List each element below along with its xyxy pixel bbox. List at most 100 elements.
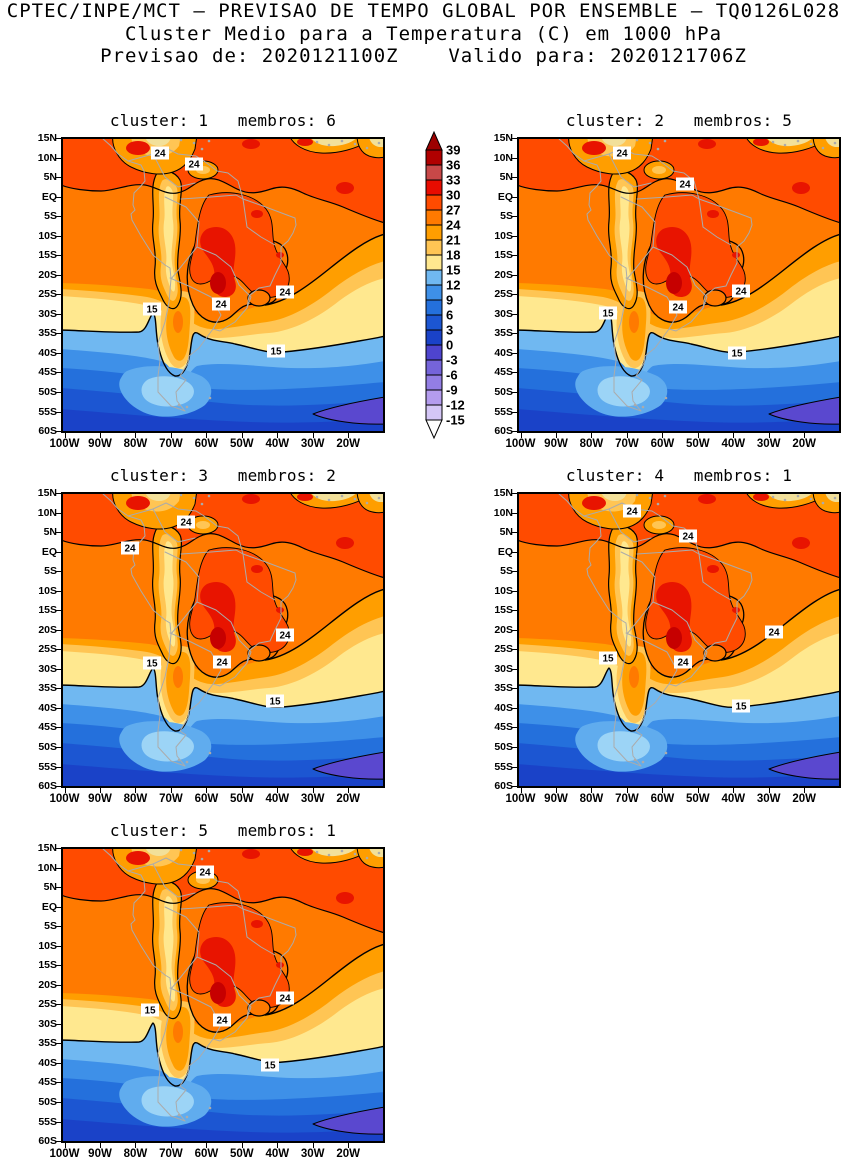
axis-tick bbox=[56, 1062, 61, 1064]
lat-label: 35S bbox=[38, 327, 57, 340]
lon-label: 70W bbox=[615, 438, 639, 450]
axis-tick bbox=[56, 493, 61, 494]
colorbar-label: 33 bbox=[446, 173, 460, 188]
lat-label: 30S bbox=[494, 307, 513, 320]
cluster-panel-5: cluster: 5 membros: 1 24 15 24 24 15 15N 10N 5N E… bbox=[25, 817, 393, 1157]
axis-tick bbox=[512, 431, 517, 433]
colorbar-segment bbox=[425, 149, 443, 166]
lat-label: 15N bbox=[37, 842, 57, 854]
contour-label: 24 bbox=[216, 658, 228, 669]
lon-label: 20W bbox=[336, 793, 361, 805]
lat-label: EQ bbox=[41, 190, 57, 203]
axis-tick bbox=[56, 138, 61, 139]
axis-tick bbox=[241, 1143, 243, 1148]
lon-label: 90W bbox=[88, 438, 112, 450]
colorbar-label: -12 bbox=[446, 398, 465, 413]
cluster-panel-1: cluster: 1 membros: 6 24 24 15 24 24 15 15N 10N 5… bbox=[25, 107, 393, 457]
axis-tick bbox=[768, 433, 770, 438]
axis-tick bbox=[733, 433, 735, 438]
colorbar-label: -3 bbox=[446, 353, 458, 368]
axis-tick bbox=[56, 786, 61, 788]
axis-tick bbox=[56, 157, 61, 159]
lat-label: 35S bbox=[494, 327, 513, 340]
contour-label: 15 bbox=[602, 309, 614, 320]
lat-label: 15N bbox=[37, 132, 57, 144]
axis-tick bbox=[56, 727, 61, 729]
axis-tick bbox=[56, 887, 61, 889]
lat-label: EQ bbox=[497, 190, 513, 203]
lon-label: 40W bbox=[265, 793, 290, 805]
axis-tick bbox=[56, 571, 61, 573]
lon-label: 20W bbox=[792, 438, 817, 450]
axis-tick bbox=[591, 788, 593, 793]
lon-label: 70W bbox=[159, 1148, 183, 1157]
lat-label: 25S bbox=[38, 288, 57, 301]
axis-tick bbox=[733, 788, 735, 793]
lon-label: 30W bbox=[300, 438, 325, 450]
lat-label: 30S bbox=[38, 662, 57, 675]
lon-label: 80W bbox=[579, 438, 604, 450]
axis-tick bbox=[512, 411, 517, 413]
lon-label: 30W bbox=[300, 793, 325, 805]
lon-label: 30W bbox=[756, 793, 781, 805]
temperature-map: 24 24 15 24 24 15 bbox=[517, 137, 841, 433]
contour-label-box bbox=[196, 865, 214, 879]
colorbar-label: -6 bbox=[446, 368, 458, 383]
lat-label: 45S bbox=[38, 721, 57, 734]
lat-label: 10S bbox=[38, 939, 57, 952]
axis-tick bbox=[512, 707, 517, 709]
lon-label: 40W bbox=[721, 438, 746, 450]
lon-label: 90W bbox=[88, 793, 112, 805]
lat-label: 10N bbox=[493, 506, 513, 519]
axis-tick bbox=[56, 688, 61, 690]
page-subtitle: Cluster Medio para a Temperatura (C) em … bbox=[124, 23, 723, 45]
cluster-panel-2: cluster: 2 membros: 5 24 24 15 24 24 15 15N 10N 5… bbox=[481, 107, 847, 457]
colorbar-segment bbox=[425, 254, 443, 271]
lat-label: 15N bbox=[493, 487, 513, 499]
contour-label-box bbox=[143, 302, 161, 316]
contour-label-box bbox=[185, 157, 203, 171]
lat-label: 40S bbox=[494, 701, 513, 714]
contour-label-box bbox=[121, 541, 139, 555]
contour-label-box bbox=[151, 146, 169, 160]
lat-label: 15S bbox=[494, 604, 513, 617]
axis-tick bbox=[804, 433, 806, 438]
axis-tick bbox=[56, 431, 61, 433]
contour-label-box bbox=[732, 284, 750, 298]
contour-label-box bbox=[599, 306, 617, 320]
axis-tick bbox=[56, 848, 61, 849]
axis-tick bbox=[556, 433, 557, 438]
contour-label: 24 bbox=[677, 658, 689, 669]
axis-tick bbox=[662, 433, 664, 438]
colorbar-label: 39 bbox=[446, 143, 460, 158]
axis-tick bbox=[56, 707, 61, 709]
lat-label: 5N bbox=[43, 171, 57, 184]
axis-tick bbox=[312, 433, 314, 438]
axis-tick bbox=[135, 433, 137, 438]
axis-tick bbox=[64, 788, 66, 793]
lat-label: 50S bbox=[38, 741, 57, 754]
axis-tick bbox=[512, 216, 517, 218]
colorbar-label: 36 bbox=[446, 158, 460, 173]
colorbar-arrow-down bbox=[425, 419, 443, 440]
axis-tick bbox=[100, 788, 101, 793]
axis-tick bbox=[170, 1143, 172, 1148]
lon-label: 50W bbox=[229, 1148, 254, 1157]
contour-label: 24 bbox=[279, 288, 291, 299]
lon-label: 80W bbox=[123, 793, 148, 805]
lat-label: 45S bbox=[38, 1076, 57, 1089]
axis-tick bbox=[56, 392, 61, 394]
contour-label-box bbox=[276, 628, 294, 642]
contour-label: 15 bbox=[731, 349, 743, 360]
axis-tick bbox=[100, 1143, 101, 1148]
lat-label: 10N bbox=[37, 861, 57, 874]
lat-label: 45S bbox=[38, 366, 57, 379]
contour-label: 24 bbox=[124, 544, 136, 555]
contour-label-box bbox=[765, 625, 783, 639]
lat-label: 25S bbox=[38, 643, 57, 656]
panel-title: cluster: 1 membros: 6 bbox=[109, 111, 337, 130]
lat-label: EQ bbox=[497, 545, 513, 558]
lon-label: 100W bbox=[505, 438, 536, 450]
